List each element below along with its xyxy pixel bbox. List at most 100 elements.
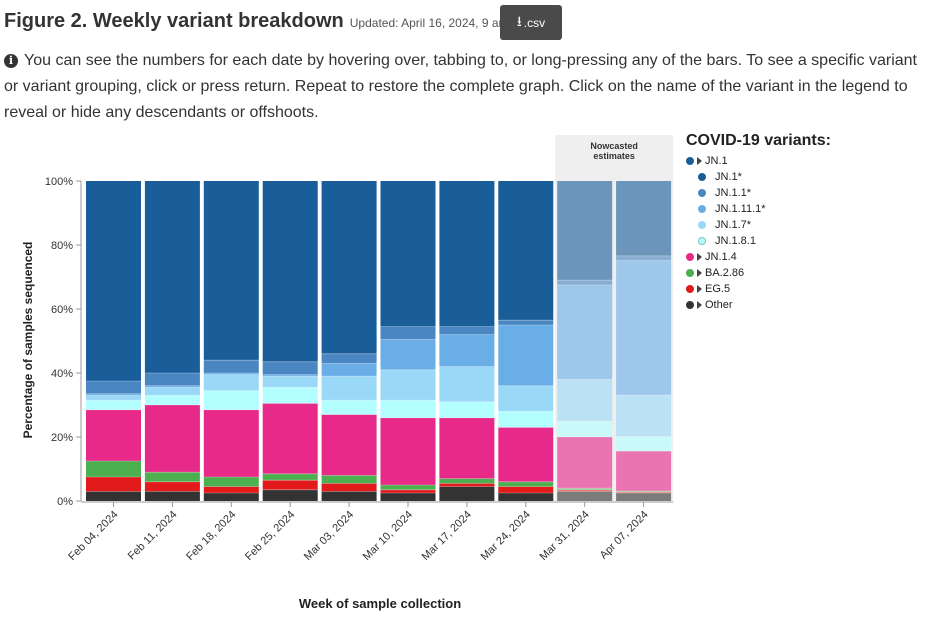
bar-segment-other[interactable] [262, 489, 318, 501]
bar-segment-jn-1-7[interactable] [557, 379, 613, 421]
bar-segment-jn-1[interactable] [321, 181, 377, 354]
bar-segment-jn-1-11-1[interactable] [439, 334, 495, 367]
bar-segment-jn-1-4[interactable] [321, 414, 377, 476]
bar-segment-ba-2-86[interactable] [262, 473, 318, 481]
bar-segment-jn-1-7[interactable] [380, 369, 436, 401]
bar-segment-other[interactable] [203, 493, 259, 501]
legend-item-jn-1[interactable]: JN.1* [686, 169, 916, 185]
bar-segment-ba-2-86[interactable] [498, 481, 554, 487]
bar-segment-other[interactable] [380, 493, 436, 501]
bar-segment-eg-5[interactable] [498, 486, 554, 493]
bar-segment-jn-1-7[interactable] [321, 376, 377, 401]
bar-feb-11-2024[interactable] [144, 181, 200, 501]
bar-segment-jn-1[interactable] [203, 181, 259, 361]
bar-apr-07-2024[interactable] [616, 181, 672, 501]
bar-feb-04-2024[interactable] [86, 181, 141, 501]
bar-segment-jn-1-8-1[interactable] [380, 400, 436, 418]
bar-segment-eg-5[interactable] [439, 483, 495, 487]
bar-segment-other[interactable] [86, 491, 141, 501]
bar-segment-jn-1-11-1[interactable] [380, 339, 436, 370]
bar-segment-jn-1-4[interactable] [498, 427, 554, 482]
legend-label[interactable]: JN.1 [705, 155, 728, 167]
bar-segment-eg-5[interactable] [203, 486, 259, 493]
caret-right-icon[interactable] [697, 269, 702, 277]
bar-segment-other[interactable] [439, 486, 495, 501]
legend-label[interactable]: BA.2.86 [705, 267, 745, 279]
bar-segment-jn-1-8-1[interactable] [557, 421, 613, 437]
caret-right-icon[interactable] [697, 285, 702, 293]
bar-segment-jn-1-1[interactable] [321, 353, 377, 364]
bar-segment-jn-1-7[interactable] [262, 376, 318, 388]
legend-item-ba-2-86[interactable]: BA.2.86 [686, 265, 916, 281]
bar-segment-jn-1[interactable] [144, 181, 200, 373]
bar-segment-jn-1-11-1[interactable] [321, 363, 377, 377]
bar-segment-jn-1-8-1[interactable] [498, 411, 554, 428]
bar-segment-jn-1-11-1[interactable] [203, 373, 259, 375]
bar-segment-eg-5[interactable] [86, 477, 141, 492]
legend-label[interactable]: JN.1.4 [705, 251, 737, 263]
bar-segment-jn-1-8-1[interactable] [616, 436, 672, 452]
bar-segment-jn-1-4[interactable] [616, 451, 672, 492]
legend-item-jn-1-8-1[interactable]: JN.1.8.1 [686, 233, 916, 249]
legend-label[interactable]: JN.1.11.1* [715, 203, 766, 215]
bar-segment-jn-1-4[interactable] [144, 405, 200, 473]
legend-item-other[interactable]: Other [686, 297, 916, 313]
bar-mar-31-2024[interactable] [557, 181, 613, 501]
bar-segment-jn-1-4[interactable] [380, 417, 436, 485]
bar-segment-eg-5[interactable] [262, 480, 318, 490]
bar-segment-jn-1-1[interactable] [380, 326, 436, 340]
bar-segment-eg-5[interactable] [557, 489, 613, 492]
bar-segment-ba-2-86[interactable] [144, 472, 200, 482]
bar-feb-18-2024[interactable] [203, 181, 259, 501]
bar-segment-jn-1-11-1[interactable] [498, 325, 554, 386]
bar-segment-ba-2-86[interactable] [439, 478, 495, 484]
legend-item-jn-1-4[interactable]: JN.1.4 [686, 249, 916, 265]
bar-segment-other[interactable] [557, 491, 613, 501]
bar-segment-jn-1-7[interactable] [86, 395, 141, 401]
bar-segment-jn-1-7[interactable] [203, 374, 259, 391]
bar-segment-jn-1-11-1[interactable] [616, 260, 672, 396]
bar-segment-jn-1-8-1[interactable] [203, 390, 259, 410]
bar-segment-jn-1-4[interactable] [439, 417, 495, 479]
bar-segment-other[interactable] [321, 491, 377, 501]
legend-label[interactable]: JN.1.7* [715, 219, 752, 231]
bar-segment-other[interactable] [616, 493, 672, 501]
legend-label[interactable]: Other [705, 299, 733, 311]
bar-mar-03-2024[interactable] [321, 181, 377, 501]
bar-segment-eg-5[interactable] [144, 481, 200, 492]
bar-segment-jn-1[interactable] [86, 181, 141, 381]
legend-label[interactable]: JN.1* [715, 171, 742, 183]
caret-right-icon[interactable] [697, 253, 702, 261]
bar-segment-jn-1[interactable] [439, 181, 495, 327]
legend-label[interactable]: EG.5 [705, 283, 731, 295]
bar-segment-jn-1[interactable] [616, 181, 672, 256]
bar-feb-25-2024[interactable] [262, 181, 318, 501]
bar-segment-ba-2-86[interactable] [203, 477, 259, 487]
download-csv-button[interactable]: ⭳ .csv [500, 5, 562, 40]
bar-segment-jn-1-1[interactable] [262, 361, 318, 375]
bar-segment-eg-5[interactable] [616, 492, 672, 493]
bar-segment-jn-1-4[interactable] [262, 403, 318, 474]
bar-segment-jn-1-1[interactable] [144, 373, 200, 386]
bar-segment-jn-1[interactable] [380, 181, 436, 327]
bar-segment-eg-5[interactable] [380, 489, 436, 493]
bar-segment-ba-2-86[interactable] [380, 485, 436, 490]
bar-segment-jn-1-11-1[interactable] [262, 374, 318, 377]
bar-segment-jn-1-7[interactable] [498, 385, 554, 412]
bar-segment-jn-1-1[interactable] [86, 381, 141, 394]
bars[interactable] [86, 181, 672, 501]
bar-segment-jn-1-8-1[interactable] [262, 387, 318, 404]
bar-segment-ba-2-86[interactable] [616, 491, 672, 493]
bar-segment-jn-1-11-1[interactable] [86, 393, 141, 396]
bar-segment-jn-1-4[interactable] [86, 409, 141, 461]
bar-segment-jn-1-8-1[interactable] [144, 395, 200, 405]
bar-segment-jn-1-8-1[interactable] [86, 400, 141, 410]
bar-segment-jn-1-7[interactable] [616, 395, 672, 437]
bar-segment-jn-1-11-1[interactable] [144, 385, 200, 388]
bar-segment-jn-1[interactable] [262, 181, 318, 362]
legend-item-jn-1[interactable]: JN.1 [686, 153, 916, 169]
bar-segment-jn-1-8-1[interactable] [321, 400, 377, 415]
bar-segment-jn-1-4[interactable] [203, 409, 259, 477]
bar-segment-jn-1-4[interactable] [557, 437, 613, 489]
bar-segment-other[interactable] [498, 493, 554, 501]
